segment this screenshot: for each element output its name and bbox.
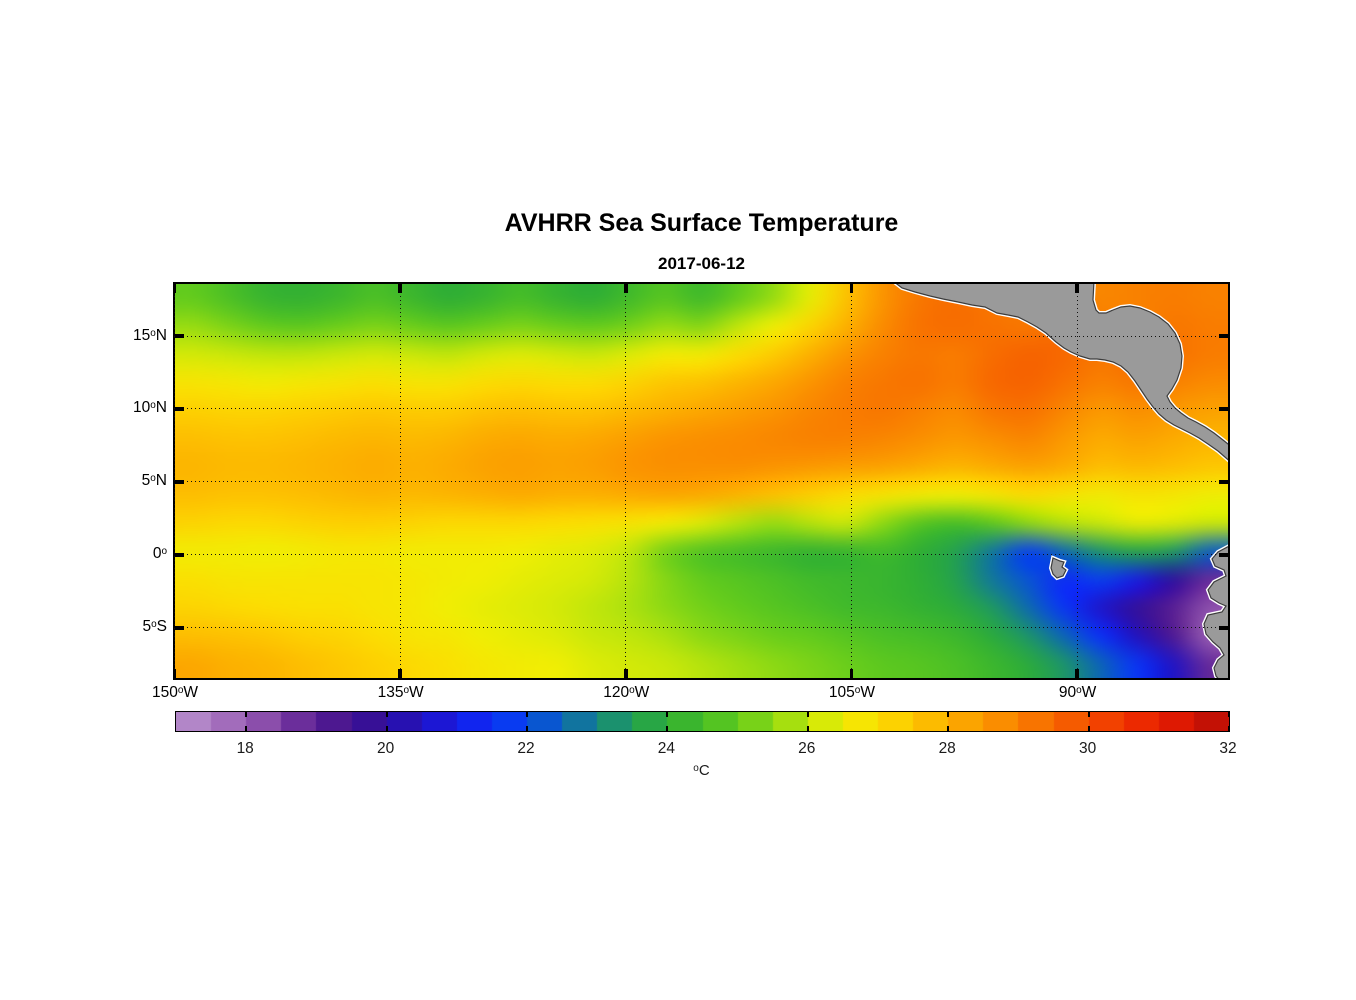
y-tick-mark xyxy=(174,407,184,411)
x-tick-mark xyxy=(624,668,628,678)
colorbar-tick-label: 20 xyxy=(376,740,395,757)
x-tick-mark xyxy=(1075,283,1079,293)
y-tick-label: 15oN xyxy=(132,326,167,344)
y-tick-label: 0o xyxy=(152,545,167,563)
y-tick-mark xyxy=(174,626,184,630)
x-tick-label: 135oW xyxy=(377,684,424,701)
y-tick-mark xyxy=(1218,334,1228,338)
galapagos-island xyxy=(1049,556,1067,579)
colorbar-tick-label: 26 xyxy=(798,740,816,757)
sst-map xyxy=(172,281,1230,680)
gridline-vertical xyxy=(625,283,627,678)
colorbar-tick-label: 28 xyxy=(938,740,956,757)
y-tick-label: 5oS xyxy=(142,618,167,636)
y-tick-mark xyxy=(174,480,184,484)
colorbar-tick-mark xyxy=(947,726,950,731)
colorbar-tick-label: 22 xyxy=(517,740,535,757)
plot-date: 2017-06-12 xyxy=(658,254,745,273)
y-tick-mark xyxy=(174,553,184,557)
south-america-landmass xyxy=(1202,545,1228,678)
gridline-vertical xyxy=(850,283,852,678)
plot-title: AVHRR Sea Surface Temperature xyxy=(504,209,899,237)
colorbar-tick-label: 32 xyxy=(1219,740,1237,757)
colorbar xyxy=(175,711,1230,732)
x-tick-label: 150oW xyxy=(151,684,199,701)
gridline-horizontal xyxy=(174,481,1228,483)
x-tick-label: 90oW xyxy=(1058,684,1097,701)
colorbar-tick-mark xyxy=(1087,726,1090,731)
gridline-horizontal xyxy=(174,335,1228,337)
x-tick-mark xyxy=(624,283,628,293)
colorbar-tick-mark xyxy=(666,712,669,717)
gridline-horizontal xyxy=(174,554,1228,556)
sst-heatmap-canvas xyxy=(174,283,1228,678)
gridline-vertical xyxy=(399,283,401,678)
x-tick-label: 105oW xyxy=(828,684,875,701)
colorbar-tick-mark xyxy=(666,726,669,731)
colorbar-tick-mark xyxy=(385,712,388,717)
colorbar-canvas xyxy=(176,712,1229,731)
x-tick-mark xyxy=(172,283,177,293)
colorbar-tick-mark xyxy=(1087,712,1090,717)
colorbar-tick-mark xyxy=(245,712,248,717)
y-tick-mark xyxy=(1218,480,1228,484)
y-tick-mark xyxy=(1218,407,1228,411)
colorbar-tick-mark xyxy=(526,726,528,731)
y-tick-mark xyxy=(174,334,184,338)
colorbar-unit-label: oC xyxy=(693,762,710,779)
central-america-landmass xyxy=(895,283,1228,460)
colorbar-tick-mark xyxy=(806,712,809,717)
colorbar-tick-mark xyxy=(526,712,528,717)
x-tick-mark xyxy=(849,283,854,293)
x-tick-label: 120oW xyxy=(603,684,650,701)
land-overlay xyxy=(893,283,1228,678)
y-tick-label: 10oN xyxy=(132,399,167,417)
gridline-horizontal xyxy=(174,627,1228,629)
gridline-vertical xyxy=(1076,283,1078,678)
colorbar-tick-mark xyxy=(1228,712,1230,717)
colorbar-tick-label: 24 xyxy=(657,740,676,757)
colorbar-tick-label: 30 xyxy=(1078,740,1097,757)
y-tick-mark xyxy=(1218,553,1228,557)
x-tick-mark xyxy=(398,668,402,678)
colorbar-tick-mark xyxy=(385,726,388,731)
colorbar-tick-mark xyxy=(806,726,809,731)
colorbar-tick-mark xyxy=(947,712,950,717)
x-tick-mark xyxy=(1075,668,1079,678)
colorbar-tick-mark xyxy=(1228,726,1230,731)
x-tick-mark xyxy=(172,668,177,678)
y-tick-mark xyxy=(1218,626,1228,630)
colorbar-tick-mark xyxy=(245,726,248,731)
y-tick-label: 5oN xyxy=(141,472,167,490)
colorbar-tick-label: 18 xyxy=(236,740,254,757)
x-tick-mark xyxy=(849,668,854,678)
x-tick-mark xyxy=(398,283,402,293)
gridline-horizontal xyxy=(174,408,1228,410)
